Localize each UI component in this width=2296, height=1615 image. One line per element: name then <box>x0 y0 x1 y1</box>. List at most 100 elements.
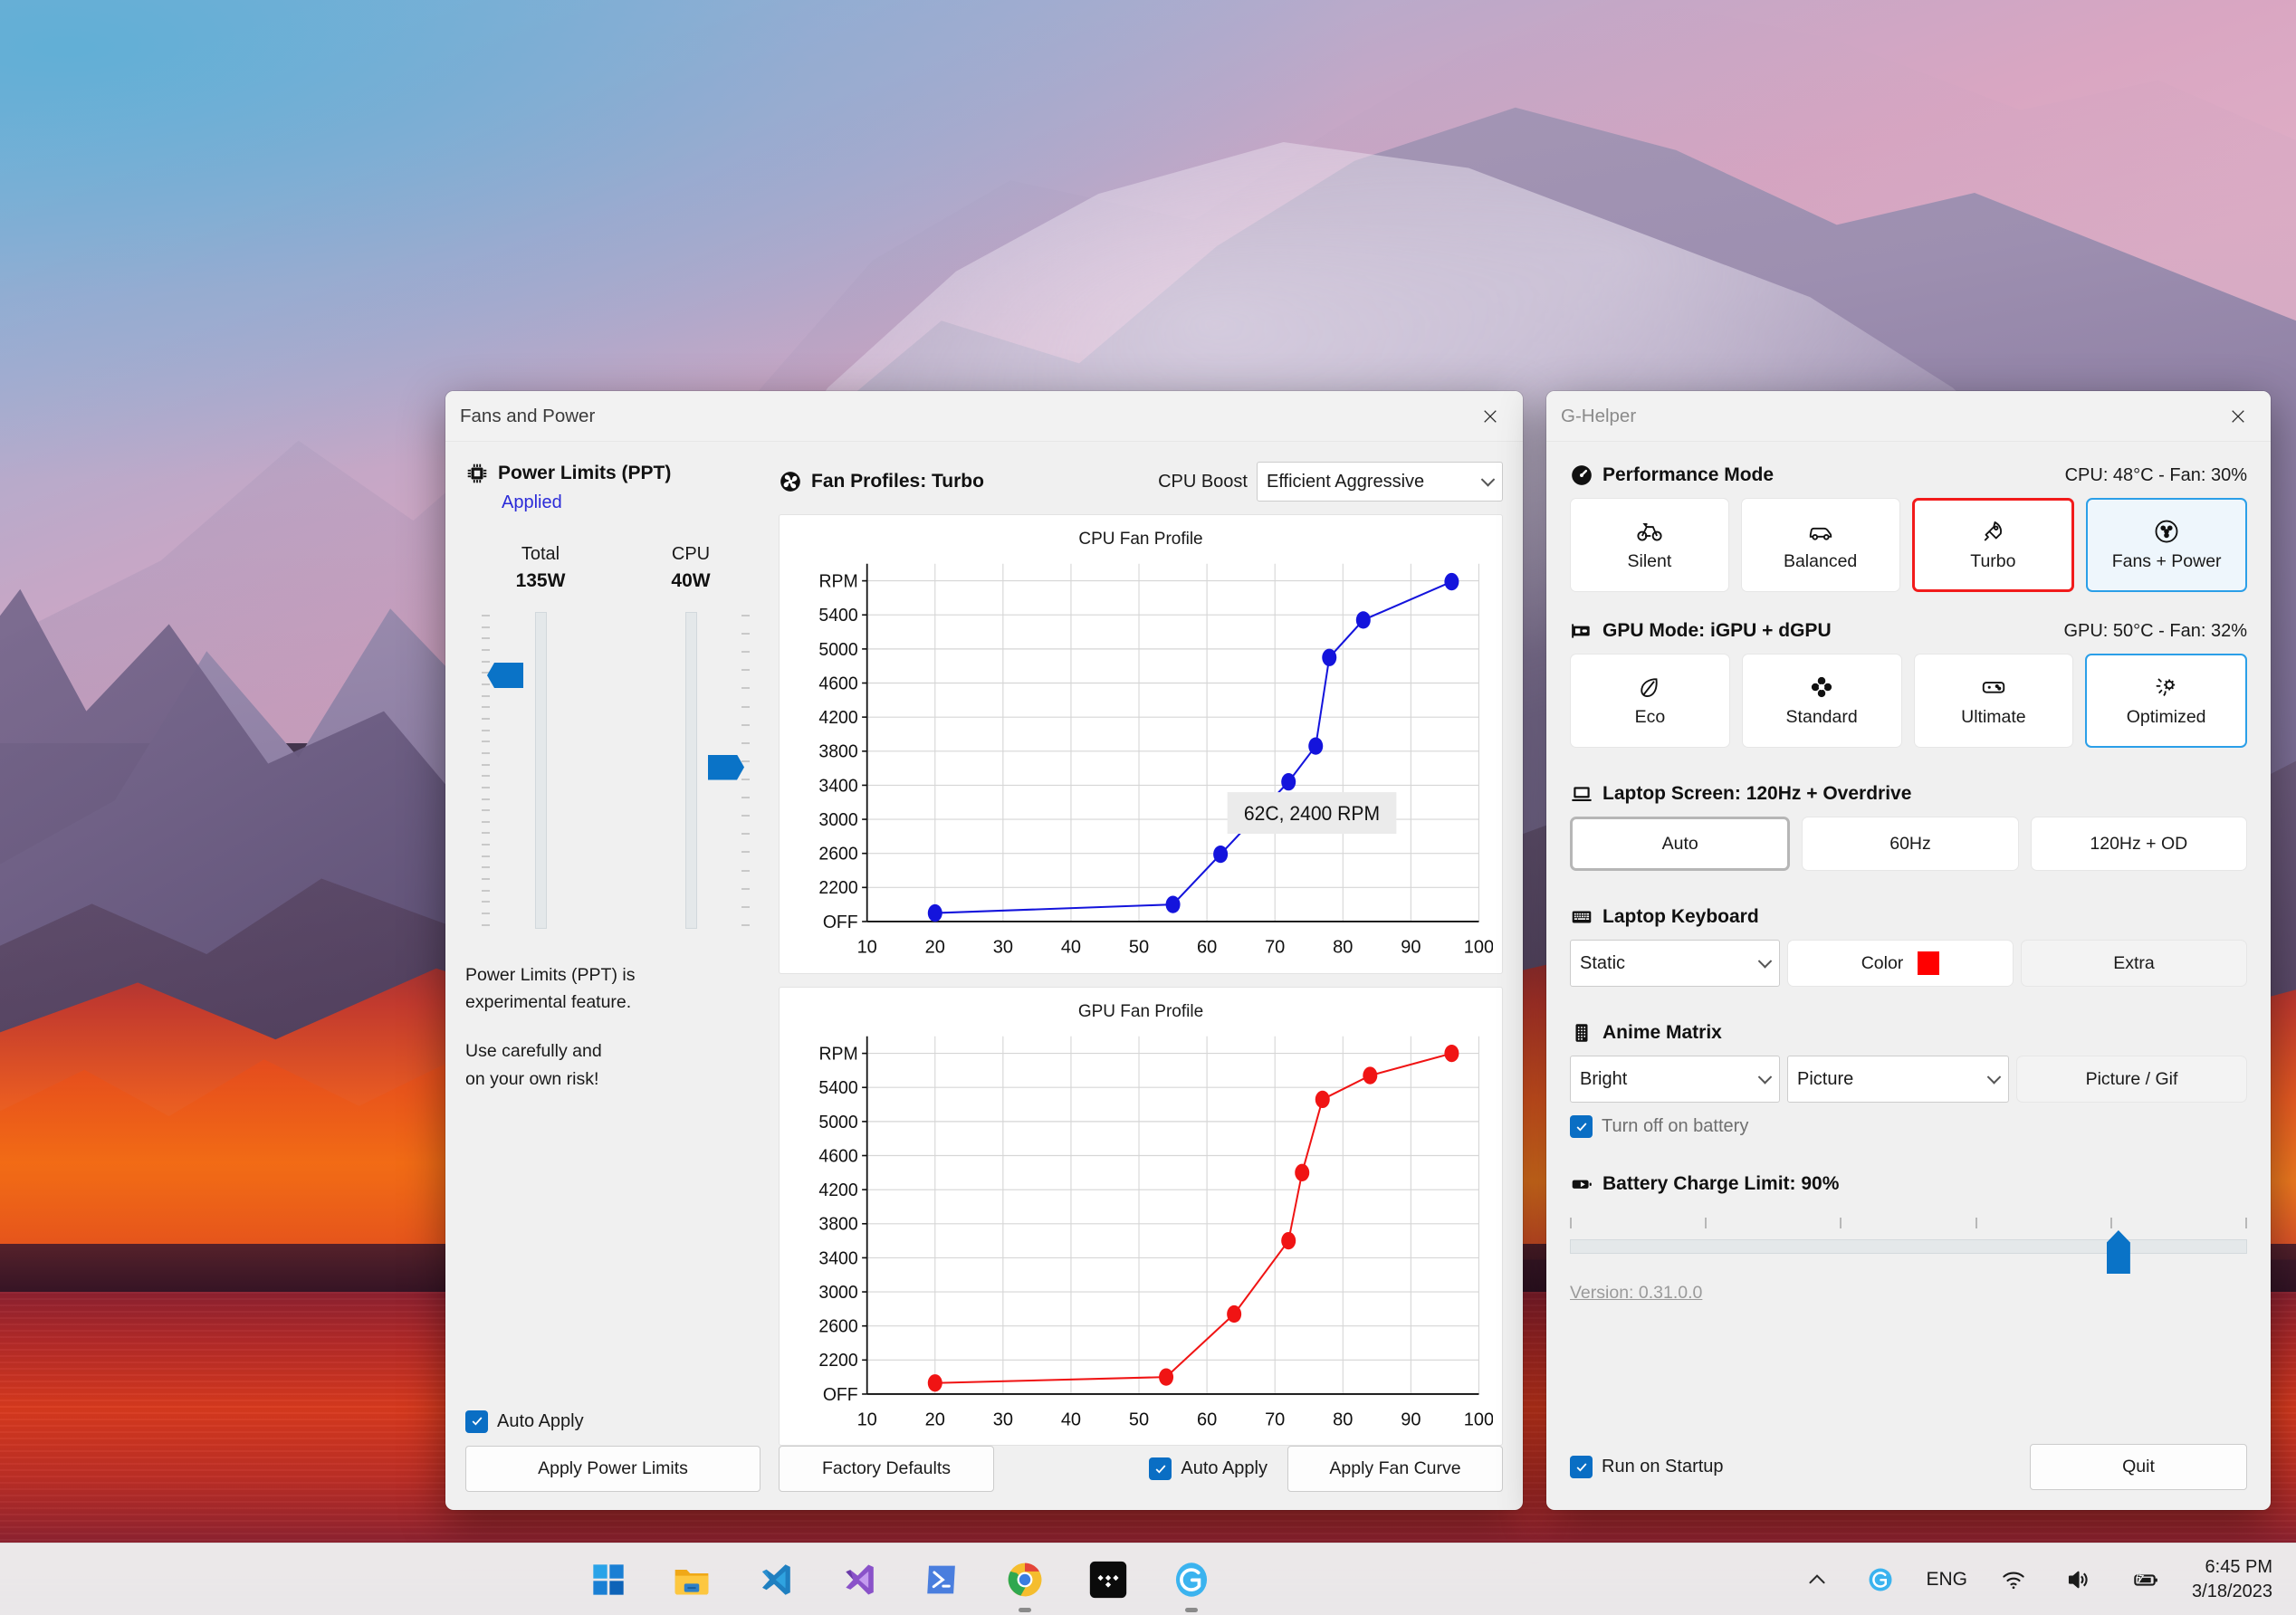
battery-charge-slider[interactable] <box>1570 1218 2247 1274</box>
vs-code-icon[interactable] <box>751 1555 799 1604</box>
performance-tile-fans-power[interactable]: Fans + Power <box>2086 498 2247 592</box>
g-helper-icon[interactable] <box>1167 1555 1216 1612</box>
chart-data-point[interactable] <box>1363 1066 1378 1085</box>
gpu-tile-optimized[interactable]: Optimized <box>2085 654 2247 748</box>
chart-data-point[interactable] <box>1213 845 1229 864</box>
chart-data-point[interactable] <box>927 1373 942 1391</box>
version-link[interactable]: Version: 0.31.0.0 <box>1570 1283 1703 1303</box>
gpu-tile-eco[interactable]: Eco <box>1570 654 1730 748</box>
chart-data-point[interactable] <box>1444 1044 1459 1062</box>
performance-tile-silent[interactable]: Silent <box>1570 498 1729 592</box>
x-axis-tick-label: 60 <box>1197 937 1217 957</box>
screen-option-auto[interactable]: Auto <box>1570 817 1791 871</box>
apply-power-limits-button[interactable]: Apply Power Limits <box>465 1446 761 1492</box>
y-axis-tick-label: 3400 <box>818 776 857 796</box>
chart-series-line <box>934 580 1452 914</box>
cpu-slider-track[interactable] <box>684 612 697 929</box>
keyboard-extra-button[interactable]: Extra <box>2021 940 2247 987</box>
chart-data-point[interactable] <box>1281 1231 1296 1249</box>
ghelper-titlebar[interactable]: G-Helper <box>1546 391 2271 442</box>
total-slider-thumb[interactable] <box>487 663 523 688</box>
y-axis-tick-label: RPM <box>818 571 857 591</box>
anime-brightness-select[interactable]: Bright <box>1570 1056 1780 1103</box>
fan-auto-apply-checkbox[interactable]: Auto Apply <box>1149 1457 1268 1480</box>
chart-data-point[interactable] <box>1322 648 1337 666</box>
cpu-slider-thumb[interactable] <box>708 754 744 780</box>
chevron-down-icon <box>1757 1070 1773 1085</box>
cpu-chart-canvas[interactable]: OFF 2200 2600 3000 3400 3800 4200 4600 5000 5400 R… <box>789 551 1493 968</box>
battery-slider-track[interactable] <box>1570 1239 2247 1254</box>
keyboard-color-button[interactable]: Color <box>1787 940 2014 987</box>
gpu-fan-profile-chart[interactable]: GPU Fan Profile OFF 2200 2600 3000 3400 3800 4… <box>779 986 1503 1446</box>
gpu-chart-title: GPU Fan Profile <box>1077 1001 1204 1021</box>
apply-fan-curve-button[interactable]: Apply Fan Curve <box>1287 1446 1503 1492</box>
ghelper-window-title: G-Helper <box>1561 405 1637 426</box>
chart-data-point[interactable] <box>1227 1304 1242 1323</box>
chart-data-point[interactable] <box>1308 737 1324 755</box>
anime-picture-gif-button[interactable]: Picture / Gif <box>2016 1056 2247 1103</box>
cpu-fan-profile-chart[interactable]: CPU Fan Profile OFF 2200 2600 3000 3400 3800 4… <box>779 514 1503 974</box>
close-icon[interactable] <box>2205 391 2271 442</box>
y-axis-tick-label: 2600 <box>818 1316 857 1336</box>
language-indicator[interactable]: ENG <box>1926 1568 1968 1590</box>
cpu-boost-select[interactable]: Efficient Aggressive <box>1257 462 1503 502</box>
tidal-icon[interactable] <box>1084 1555 1133 1604</box>
chart-data-point[interactable] <box>1281 773 1296 791</box>
battery-slider-thumb[interactable] <box>2106 1230 2130 1274</box>
factory-defaults-button[interactable]: Factory Defaults <box>779 1446 994 1492</box>
powershell-icon[interactable] <box>917 1555 966 1604</box>
anime-turn-off-battery-checkbox[interactable]: Turn off on battery <box>1570 1115 2247 1138</box>
chart-data-point[interactable] <box>1295 1163 1310 1181</box>
wifi-icon[interactable] <box>1995 1561 2033 1599</box>
chart-data-point[interactable] <box>1159 1367 1174 1386</box>
total-slider-track[interactable] <box>534 612 547 929</box>
slider-tick <box>482 660 490 663</box>
chart-data-point[interactable] <box>927 903 942 922</box>
y-axis-tick-label: 5000 <box>818 1112 857 1132</box>
power-limits-header: Power Limits (PPT) <box>465 462 766 485</box>
slider-tick <box>482 637 490 640</box>
fans-window-titlebar[interactable]: Fans and Power <box>445 391 1523 442</box>
slider-tick <box>482 913 490 915</box>
gpu-chart-canvas[interactable]: OFF 2200 2600 3000 3400 3800 4200 4600 5000 5400 R… <box>789 1024 1493 1440</box>
performance-tile-balanced[interactable]: Balanced <box>1740 498 1900 592</box>
battery-tick <box>1705 1218 1708 1228</box>
volume-icon[interactable] <box>2060 1561 2098 1599</box>
chart-data-point[interactable] <box>1355 611 1371 629</box>
chart-data-point[interactable] <box>1315 1090 1330 1108</box>
anime-content-select[interactable]: Picture <box>1787 1056 2009 1103</box>
slider-tick <box>482 786 490 788</box>
google-chrome-icon[interactable] <box>1000 1555 1049 1612</box>
g-helper-tray-icon[interactable] <box>1861 1561 1899 1599</box>
chart-data-point[interactable] <box>1444 572 1459 591</box>
file-explorer-icon[interactable] <box>667 1555 716 1604</box>
chart-data-point[interactable] <box>1165 895 1181 913</box>
power-auto-apply-checkbox[interactable]: Auto Apply <box>465 1410 584 1433</box>
cpu-power-slider[interactable] <box>616 612 766 929</box>
x-axis-tick-label: 60 <box>1197 1410 1217 1429</box>
anime-turn-off-battery-label: Turn off on battery <box>1602 1116 1749 1136</box>
taskbar-apps <box>0 1555 1800 1612</box>
quit-button[interactable]: Quit <box>2030 1444 2247 1490</box>
slider-tick <box>741 778 750 780</box>
performance-tile-turbo[interactable]: Turbo <box>1911 498 2075 592</box>
close-icon[interactable] <box>1458 391 1523 442</box>
gpu-card-icon <box>1570 619 1593 643</box>
gpu-tile-standard[interactable]: Standard <box>1741 654 1902 748</box>
visual-studio-icon[interactable] <box>834 1555 883 1604</box>
show-hidden-icons-chevron[interactable] <box>1800 1562 1834 1597</box>
start-button[interactable] <box>584 1555 633 1604</box>
screen-option-60hz[interactable]: 60Hz <box>1802 817 2019 871</box>
auto-gear-icon <box>2153 674 2180 701</box>
battery-charging-icon[interactable] <box>2125 1560 2165 1600</box>
run-on-startup-checkbox[interactable]: Run on Startup <box>1570 1456 1724 1478</box>
y-axis-tick-label: OFF <box>823 1384 858 1404</box>
gpu-tile-ultimate[interactable]: Ultimate <box>1913 654 2074 748</box>
keyboard-mode-select[interactable]: Static <box>1570 940 1780 987</box>
slider-tick <box>741 905 750 908</box>
taskbar-clock[interactable]: 6:45 PM 3/18/2023 <box>2192 1555 2272 1604</box>
total-power-slider[interactable] <box>465 612 616 929</box>
slider-tick <box>741 687 750 690</box>
screen-option-120hz-od[interactable]: 120Hz + OD <box>2030 817 2247 871</box>
x-axis-tick-label: 10 <box>857 937 877 957</box>
